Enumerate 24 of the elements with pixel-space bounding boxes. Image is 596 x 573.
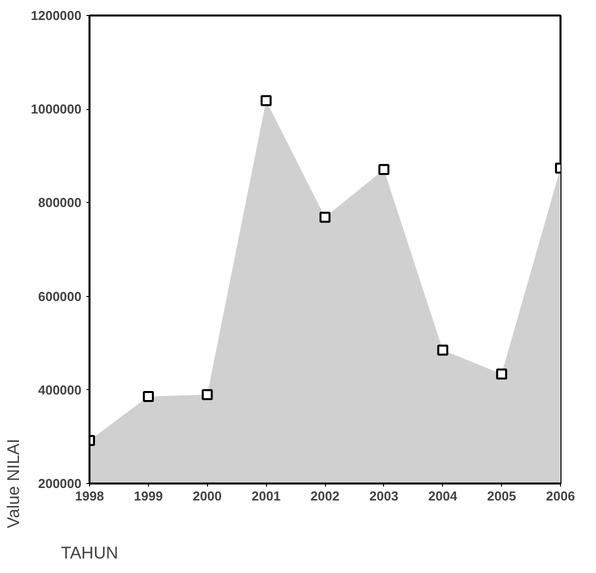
x-tick-label: 2003 <box>369 488 398 504</box>
x-axis-title: TAHUN <box>60 544 118 562</box>
y-tick-label: 400000 <box>38 382 82 398</box>
point <box>320 212 330 223</box>
point <box>378 164 390 175</box>
point <box>496 368 508 380</box>
x-tick-label: 2001 <box>252 488 281 504</box>
x-tick-label: 2005 <box>487 488 516 504</box>
y-axis-title: Value NILAI <box>4 438 23 528</box>
y-tick-label: 200000 <box>38 476 82 491</box>
x-tick-label: 1998 <box>75 488 104 504</box>
point <box>260 95 272 106</box>
y-tick-label: 800000 <box>38 195 82 210</box>
point <box>437 344 448 356</box>
x-tick-label: 1999 <box>134 488 163 504</box>
x-tick-label: 2004 <box>428 488 458 504</box>
y-tick-label: 600000 <box>38 288 82 304</box>
x-tick-label: 2000 <box>192 488 222 504</box>
x-tick-label: 2006 <box>546 488 575 504</box>
y-tick-label: 1200000 <box>30 8 82 23</box>
point <box>202 389 213 400</box>
y-tick-label: 1000000 <box>30 102 82 117</box>
point <box>142 390 154 402</box>
x-tick-label: 2002 <box>310 488 340 504</box>
